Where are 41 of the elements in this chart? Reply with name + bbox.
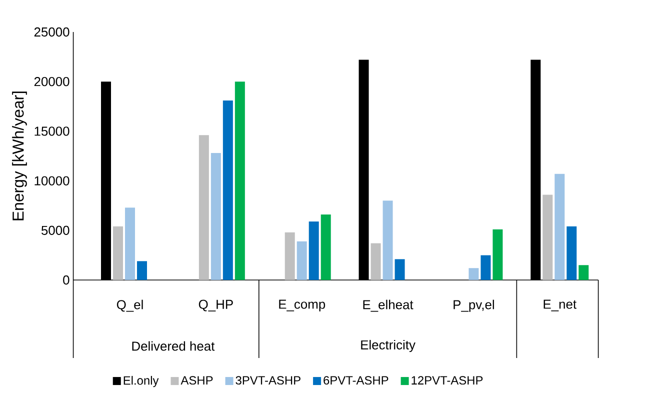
bar <box>210 153 221 280</box>
y-tick-label: 15000 <box>34 126 70 136</box>
bar <box>222 100 233 280</box>
y-axis-title: Energy [kWh/year] <box>12 92 27 220</box>
y-tick-label: 0 <box>63 275 70 285</box>
bar <box>480 255 491 280</box>
bar <box>296 241 307 280</box>
bar <box>542 194 553 280</box>
bar <box>234 82 245 280</box>
bar <box>566 226 577 280</box>
legend-label: El.only <box>124 376 159 388</box>
legend-label: 6PVT-ASHP <box>324 376 388 385</box>
bar <box>554 174 565 280</box>
x-tick-label: P_pv,el <box>454 300 494 312</box>
legend-label: ASHP <box>180 376 213 385</box>
text: Delivered heat <box>132 341 215 351</box>
y-tick-label: 10000 <box>34 176 70 186</box>
x-tick-label: E_comp <box>279 300 326 312</box>
x-tick-label: Q_el <box>116 300 143 312</box>
legend-label: 12PVT-ASHP <box>412 376 483 385</box>
y-tick-label: 5000 <box>41 226 70 235</box>
bar <box>320 214 331 280</box>
bar <box>394 259 405 280</box>
text: Electricity <box>361 340 416 352</box>
x-tick-label: E_net <box>544 300 576 312</box>
bar <box>137 261 148 280</box>
y-tick-label: 20000 <box>34 77 70 86</box>
legend-label: 3PVT-ASHP <box>236 376 300 385</box>
y-tick-label: 25000 <box>34 27 70 37</box>
bar <box>382 200 393 280</box>
bar <box>125 208 136 280</box>
x-tick-label: E_elheat <box>363 300 414 312</box>
bar <box>578 265 589 280</box>
x-tick-label: Q_HP <box>198 300 233 312</box>
bar <box>492 229 503 280</box>
bar <box>113 226 124 280</box>
bar <box>198 135 209 280</box>
bar <box>370 243 381 280</box>
bar <box>468 268 479 280</box>
bar <box>284 232 295 280</box>
bar <box>308 221 319 280</box>
